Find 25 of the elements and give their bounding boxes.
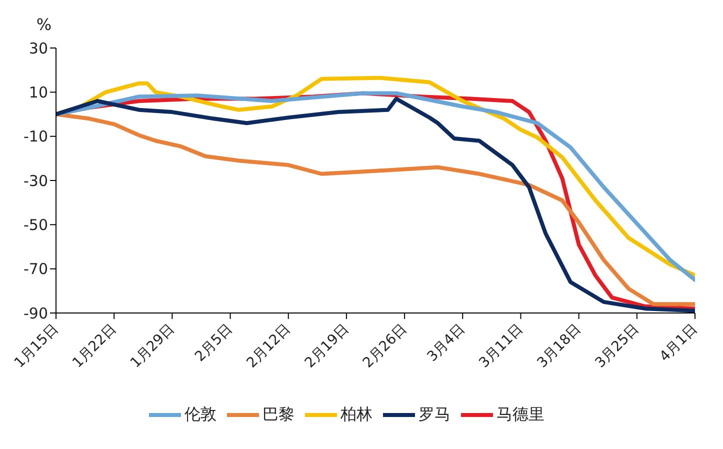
x-tick-label: 1月22日 [70, 321, 120, 372]
y-tick-label: 10 [28, 83, 48, 102]
x-tick-label: 1月15日 [12, 321, 62, 372]
x-tick-label: 2月5日 [192, 321, 236, 365]
y-tick-label: -50 [24, 216, 48, 234]
legend-label: 伦敦 [184, 404, 216, 424]
x-tick-label: 4月1日 [656, 321, 701, 365]
y-tick-label: 30 [28, 39, 48, 58]
legend-label: 柏林 [340, 404, 372, 424]
y-tick-label: -10 [24, 128, 48, 146]
x-tick-label: 3月11日 [476, 321, 526, 372]
legend-label: 罗马 [418, 404, 450, 424]
legend-label: 马德里 [496, 404, 544, 424]
y-axis-title: % [36, 15, 52, 34]
x-tick-label: 3月18日 [534, 321, 584, 372]
x-tick-label: 2月12日 [244, 321, 294, 372]
y-tick-label: -70 [24, 260, 48, 278]
y-tick-label: -90 [24, 304, 48, 322]
x-tick-label: 2月19日 [302, 321, 352, 372]
y-tick-label: -30 [24, 172, 48, 190]
x-tick-label: 1月29日 [128, 321, 178, 372]
x-tick-label: 3月25日 [592, 321, 642, 372]
x-tick-label: 2月26日 [360, 321, 410, 372]
legend-label: 巴黎 [262, 404, 294, 424]
x-tick-label: 3月4日 [424, 321, 468, 365]
